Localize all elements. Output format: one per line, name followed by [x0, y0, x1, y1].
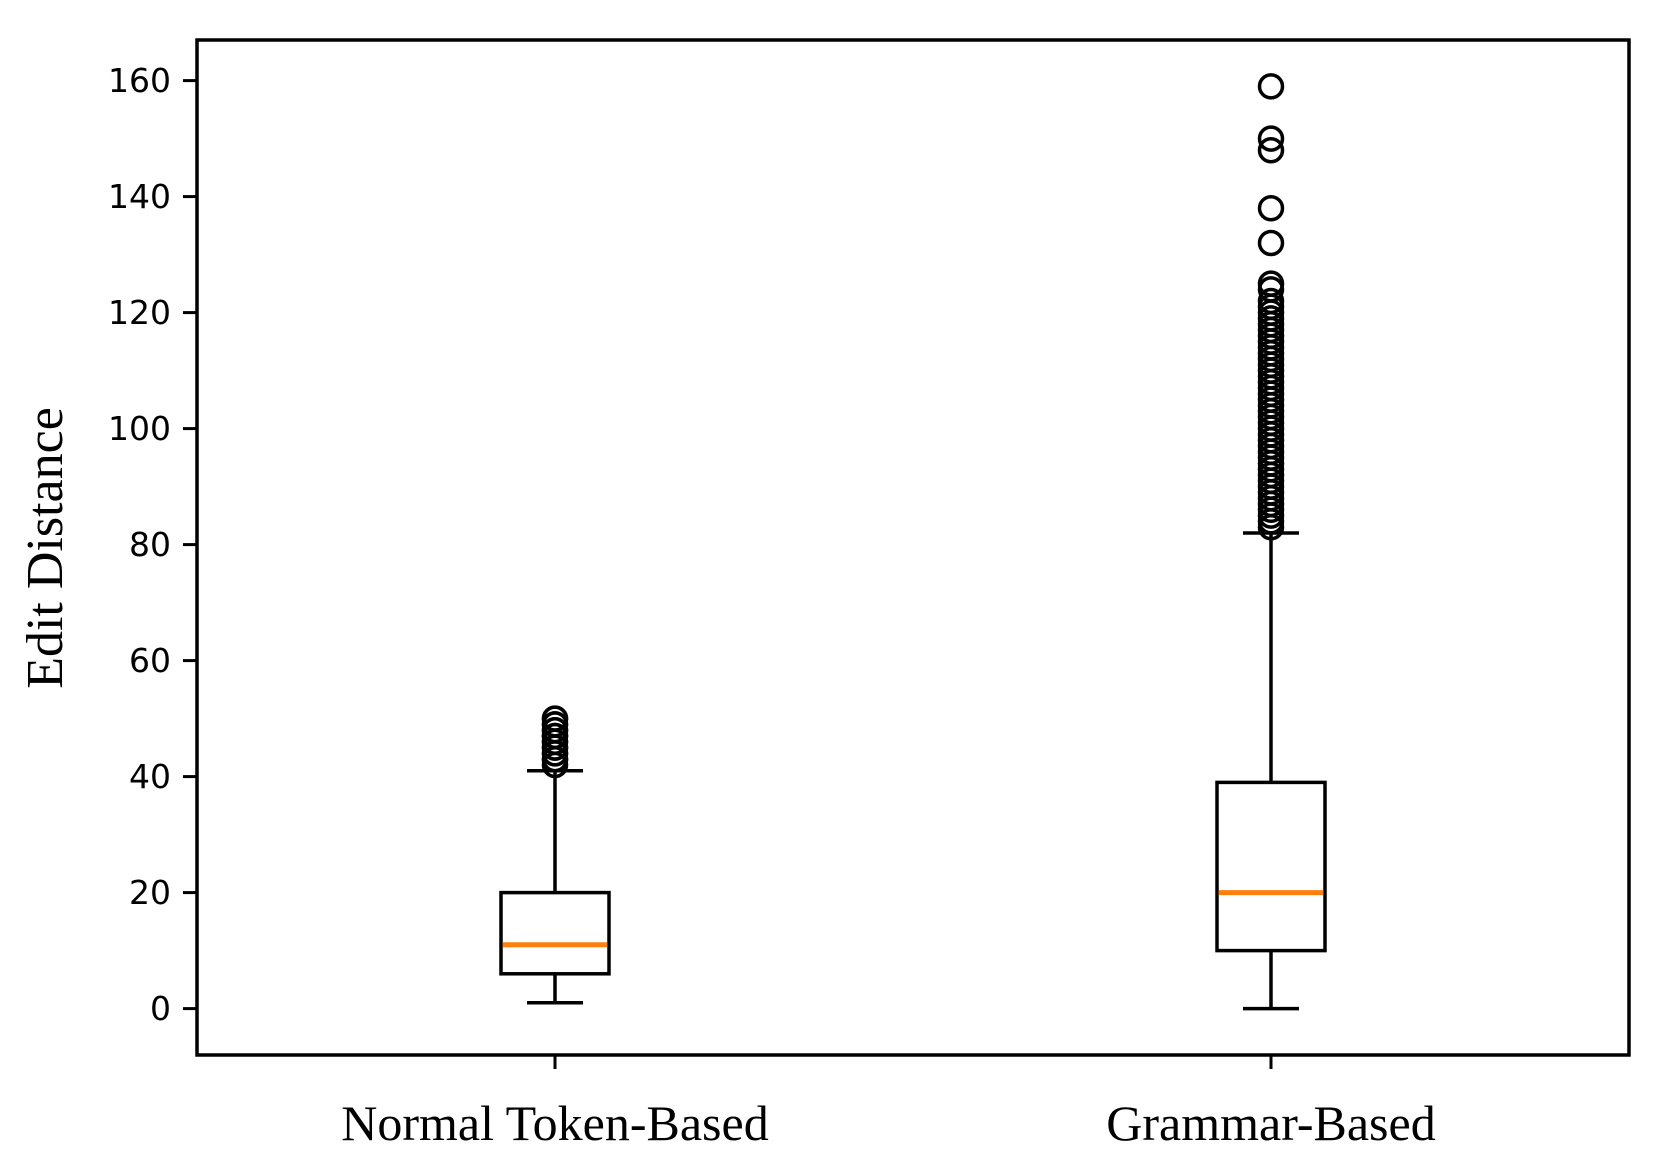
outlier-point	[1257, 125, 1285, 152]
y-tick-label: 0	[150, 989, 171, 1028]
y-tick-label: 80	[129, 525, 171, 564]
y-axis-title: Edit Distance	[17, 407, 74, 689]
y-tick-label: 140	[108, 177, 171, 216]
y-tick-label: 60	[129, 641, 171, 680]
x-category-label: Grammar-Based	[1106, 1095, 1435, 1151]
outlier-point	[1257, 270, 1285, 297]
outlier-point	[1257, 287, 1285, 315]
y-tick-label: 100	[108, 409, 171, 448]
outlier-point	[541, 705, 569, 732]
outlier-point	[1257, 194, 1285, 222]
outlier-point	[1257, 229, 1285, 257]
iqr-box	[499, 890, 611, 976]
y-tick-label: 40	[129, 757, 171, 796]
x-category-label: Normal Token-Based	[341, 1095, 768, 1151]
iqr-box	[1215, 780, 1327, 953]
outlier-point	[1257, 73, 1285, 100]
chart-layer: 0 20 40 60 80 100 120 140 160 Normal Token-Based G…	[108, 38, 1631, 1151]
y-tick-label: 120	[108, 293, 171, 332]
y-tick-label: 160	[108, 61, 171, 100]
plot-border	[195, 38, 1631, 1057]
y-tick-label: 20	[129, 873, 171, 912]
outlier-point	[1257, 136, 1285, 164]
